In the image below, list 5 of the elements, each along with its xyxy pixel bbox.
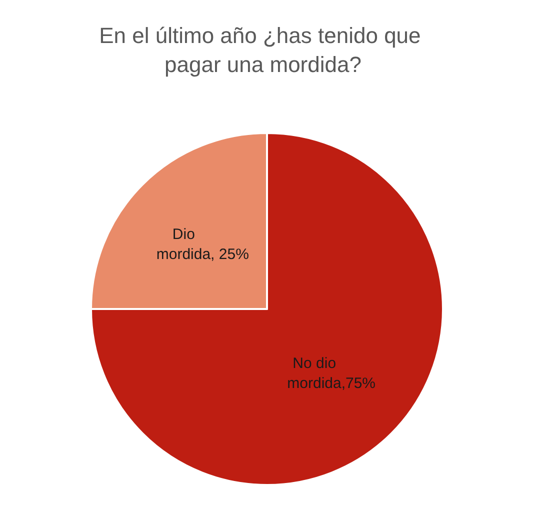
data-label: , 25% — [210, 246, 249, 264]
chart-title: En el último año ¿has tenido que pagar una mordida? — [99, 23, 427, 77]
data-label: ,75% — [341, 374, 376, 392]
slice-label: Dio mordida — [156, 226, 212, 264]
slice-label: No dio mordida — [287, 354, 342, 392]
